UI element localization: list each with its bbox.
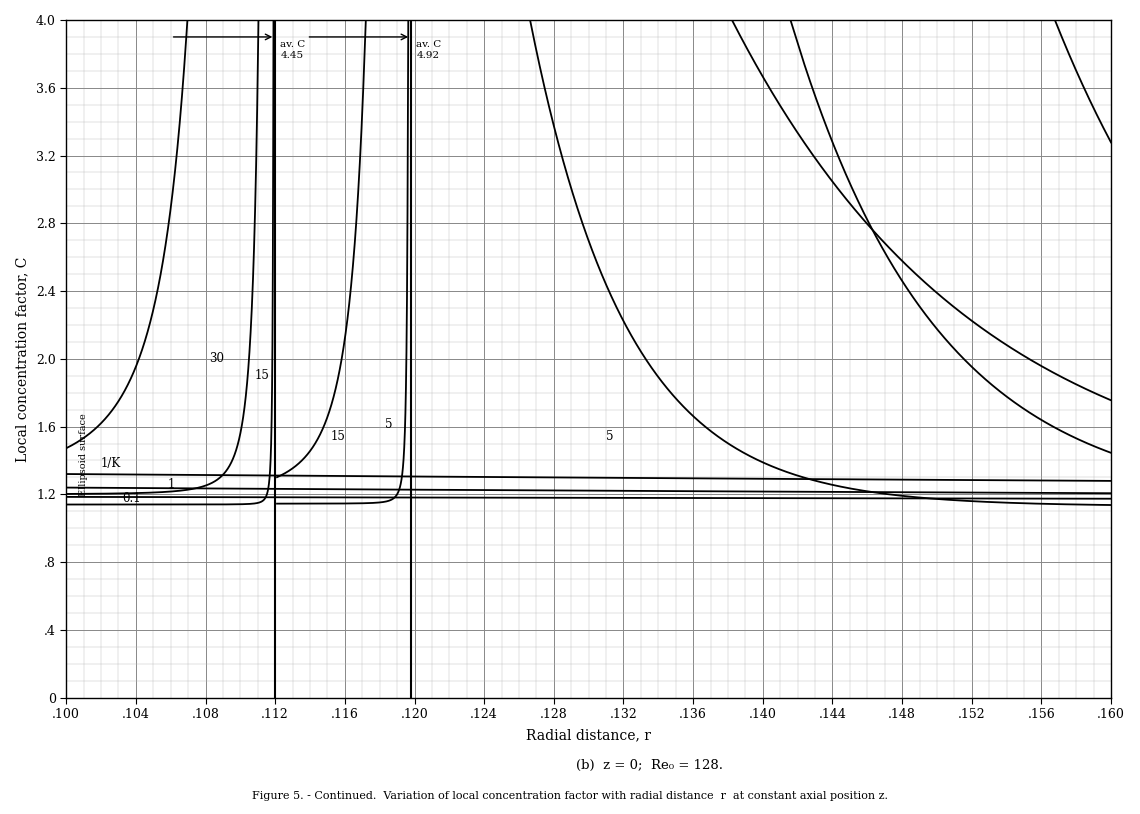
Text: 15: 15 [254, 370, 269, 383]
Text: av. C
4.45: av. C 4.45 [280, 41, 306, 59]
Y-axis label: Local concentration factor, C: Local concentration factor, C [15, 256, 28, 462]
Text: Figure 5. - Continued.  Variation of local concentration factor with radial dist: Figure 5. - Continued. Variation of loca… [252, 791, 888, 801]
Text: 15: 15 [331, 431, 345, 444]
Text: av. C
4.92: av. C 4.92 [416, 41, 441, 59]
Text: 1/K: 1/K [101, 457, 121, 470]
Text: (b)  z = 0;  Re₀ = 128.: (b) z = 0; Re₀ = 128. [577, 759, 723, 772]
Text: 30: 30 [209, 352, 225, 365]
Text: 5: 5 [606, 431, 613, 444]
Text: 5: 5 [385, 418, 392, 431]
Text: 0.1: 0.1 [122, 492, 140, 505]
X-axis label: Radial distance, r: Radial distance, r [527, 728, 651, 742]
Text: Ellipsoid surface: Ellipsoid surface [79, 413, 88, 496]
Text: 1: 1 [168, 478, 174, 491]
